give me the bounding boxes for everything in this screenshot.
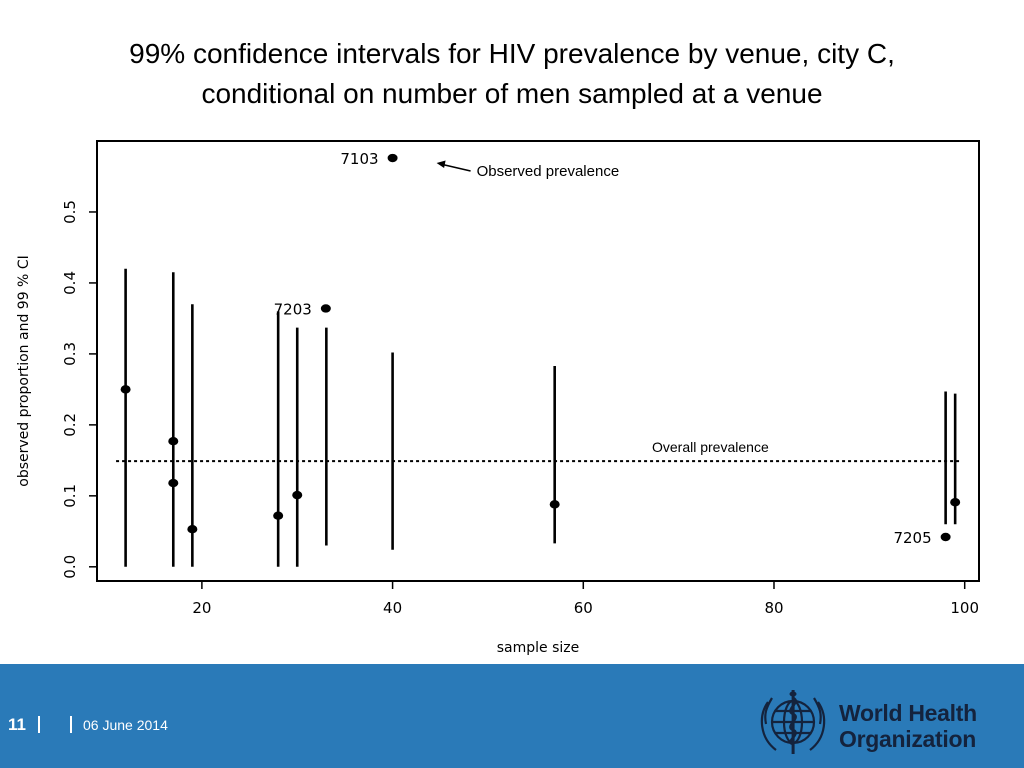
slide-title: 99% confidence intervals for HIV prevale… xyxy=(0,34,1024,114)
x-axis-label: sample size xyxy=(497,640,580,656)
y-tick-label: 0.3 xyxy=(61,342,79,366)
separator-1 xyxy=(38,716,40,733)
data-point xyxy=(120,385,131,394)
org-name-line-2: Organization xyxy=(839,726,976,752)
data-point xyxy=(950,498,961,507)
footer xyxy=(0,664,1024,768)
who-emblem-icon xyxy=(760,690,826,754)
data-point xyxy=(320,304,331,313)
data-point xyxy=(187,524,198,534)
x-tick-label: 40 xyxy=(383,599,402,617)
y-tick-label: 0.2 xyxy=(61,413,79,437)
data-point xyxy=(273,511,284,520)
observed-prevalence-arrow xyxy=(442,163,471,172)
page-number: 11 xyxy=(8,715,26,734)
separator-2 xyxy=(70,716,72,733)
prevalence-ci-chart: 20 40 60 80 100 0.00.10.20.30.40.5 720371037… xyxy=(16,140,980,656)
data-point xyxy=(168,436,179,446)
x-tick-label: 60 xyxy=(574,599,593,617)
x-tick-label: 80 xyxy=(764,599,783,617)
point-label: 7203 xyxy=(274,300,312,318)
data-point xyxy=(292,490,303,500)
x-tick-label: 100 xyxy=(950,599,979,617)
observed-prevalence-label: Observed prevalence xyxy=(477,163,620,180)
y-axis-label: observed proportion and 99 % CI xyxy=(16,255,32,486)
x-tick-label: 20 xyxy=(192,599,211,617)
data-point xyxy=(940,532,951,542)
overall-prevalence-label: Overall prevalence xyxy=(652,439,769,455)
y-tick-label: 0.4 xyxy=(61,271,79,295)
org-name-line-1: World Health xyxy=(839,700,977,726)
x-axis: 20 40 60 80 100 xyxy=(192,581,979,617)
point-labels: 7203 7103 7205 xyxy=(274,150,932,547)
observed-prevalence-arrowhead xyxy=(436,160,446,169)
data-point xyxy=(549,500,560,509)
title-line-2: conditional on number of men sampled at … xyxy=(201,78,823,109)
point-label: 7205 xyxy=(893,529,931,547)
y-tick-label: 0.0 xyxy=(61,555,79,579)
y-axis: 0.0 0.1 0.2 0.3 0.4 0.5 xyxy=(61,200,97,579)
y-tick-label: 0.1 xyxy=(61,484,79,508)
ci-bars xyxy=(124,268,957,567)
data-point xyxy=(168,478,179,488)
footer-bar xyxy=(0,664,1024,768)
point-label: 7103 xyxy=(340,150,378,168)
data-points xyxy=(120,153,961,542)
plot-frame xyxy=(96,140,980,582)
slide-date: 06 June 2014 xyxy=(83,717,168,733)
data-point xyxy=(387,153,398,163)
y-tick-label: 0.5 xyxy=(61,200,79,224)
title-line-1: 99% confidence intervals for HIV prevale… xyxy=(129,38,895,69)
